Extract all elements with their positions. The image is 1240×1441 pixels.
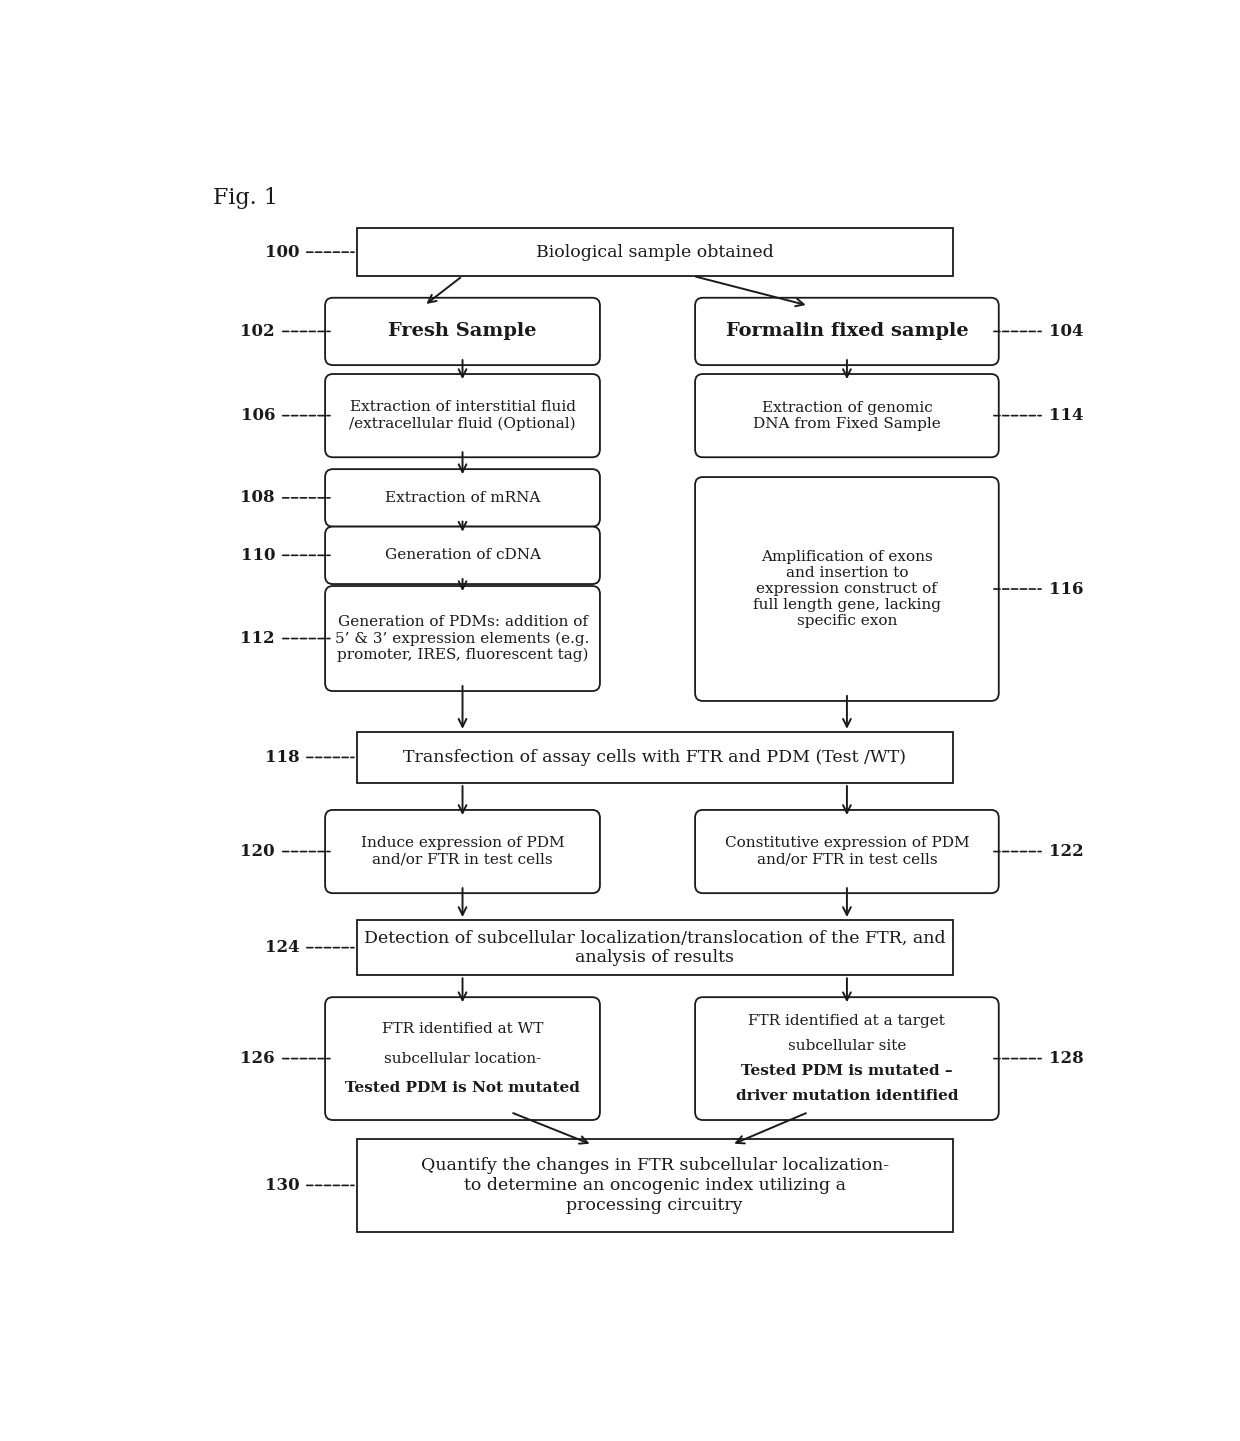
FancyBboxPatch shape	[325, 298, 600, 365]
Text: subcellular site: subcellular site	[787, 1039, 906, 1053]
FancyBboxPatch shape	[325, 997, 600, 1120]
Text: 130: 130	[264, 1177, 299, 1195]
Text: Tested PDM is mutated –: Tested PDM is mutated –	[742, 1063, 952, 1078]
Text: Quantify the changes in FTR subcellular localization-
to determine an oncogenic : Quantify the changes in FTR subcellular …	[420, 1157, 889, 1213]
Text: 104: 104	[1049, 323, 1084, 340]
Text: 116: 116	[1049, 581, 1084, 598]
FancyBboxPatch shape	[696, 375, 998, 457]
Text: Fig. 1: Fig. 1	[213, 187, 278, 209]
Text: 110: 110	[241, 546, 275, 563]
Text: 122: 122	[1049, 843, 1084, 860]
Text: Tested PDM is Not mutated: Tested PDM is Not mutated	[345, 1081, 580, 1095]
Text: Generation of cDNA: Generation of cDNA	[384, 549, 541, 562]
FancyBboxPatch shape	[325, 470, 600, 526]
Text: 102: 102	[241, 323, 275, 340]
Text: Biological sample obtained: Biological sample obtained	[536, 244, 774, 261]
Text: Transfection of assay cells with FTR and PDM (Test /WT): Transfection of assay cells with FTR and…	[403, 749, 906, 767]
Text: 108: 108	[241, 490, 275, 506]
Text: 114: 114	[1049, 408, 1084, 424]
Text: 124: 124	[264, 940, 299, 957]
Text: FTR identified at a target: FTR identified at a target	[749, 1014, 945, 1029]
Text: 112: 112	[241, 630, 275, 647]
FancyBboxPatch shape	[696, 810, 998, 893]
Bar	[357, 919, 952, 976]
Text: Extraction of mRNA: Extraction of mRNA	[384, 491, 541, 504]
FancyBboxPatch shape	[696, 298, 998, 365]
Bar	[357, 732, 952, 784]
Text: 126: 126	[241, 1050, 275, 1068]
Text: Generation of PDMs: addition of
5’ & 3’ expression elements (e.g.
promoter, IRES: Generation of PDMs: addition of 5’ & 3’ …	[335, 615, 590, 663]
FancyBboxPatch shape	[325, 586, 600, 692]
Bar	[357, 229, 952, 277]
Text: 128: 128	[1049, 1050, 1084, 1068]
Text: FTR identified at WT: FTR identified at WT	[382, 1022, 543, 1036]
FancyBboxPatch shape	[325, 375, 600, 457]
FancyBboxPatch shape	[325, 810, 600, 893]
Text: driver mutation identified: driver mutation identified	[735, 1089, 959, 1102]
Text: 118: 118	[264, 749, 299, 767]
Text: Extraction of genomic
DNA from Fixed Sample: Extraction of genomic DNA from Fixed Sam…	[753, 401, 941, 431]
Text: Induce expression of PDM
and/or FTR in test cells: Induce expression of PDM and/or FTR in t…	[361, 836, 564, 866]
Text: subcellular location-: subcellular location-	[384, 1052, 541, 1065]
FancyBboxPatch shape	[696, 477, 998, 700]
FancyBboxPatch shape	[325, 526, 600, 584]
Text: Detection of subcellular localization/translocation of the FTR, and
analysis of : Detection of subcellular localization/tr…	[363, 929, 946, 965]
Text: 106: 106	[241, 408, 275, 424]
Text: Extraction of interstitial fluid
/extracellular fluid (Optional): Extraction of interstitial fluid /extrac…	[350, 401, 575, 431]
Text: Amplification of exons
and insertion to
expression construct of
full length gene: Amplification of exons and insertion to …	[753, 549, 941, 628]
Text: 120: 120	[241, 843, 275, 860]
Text: 100: 100	[264, 244, 299, 261]
Bar	[357, 1138, 952, 1232]
Text: Constitutive expression of PDM
and/or FTR in test cells: Constitutive expression of PDM and/or FT…	[724, 836, 970, 866]
FancyBboxPatch shape	[696, 997, 998, 1120]
Text: Fresh Sample: Fresh Sample	[388, 323, 537, 340]
Text: Formalin fixed sample: Formalin fixed sample	[725, 323, 968, 340]
